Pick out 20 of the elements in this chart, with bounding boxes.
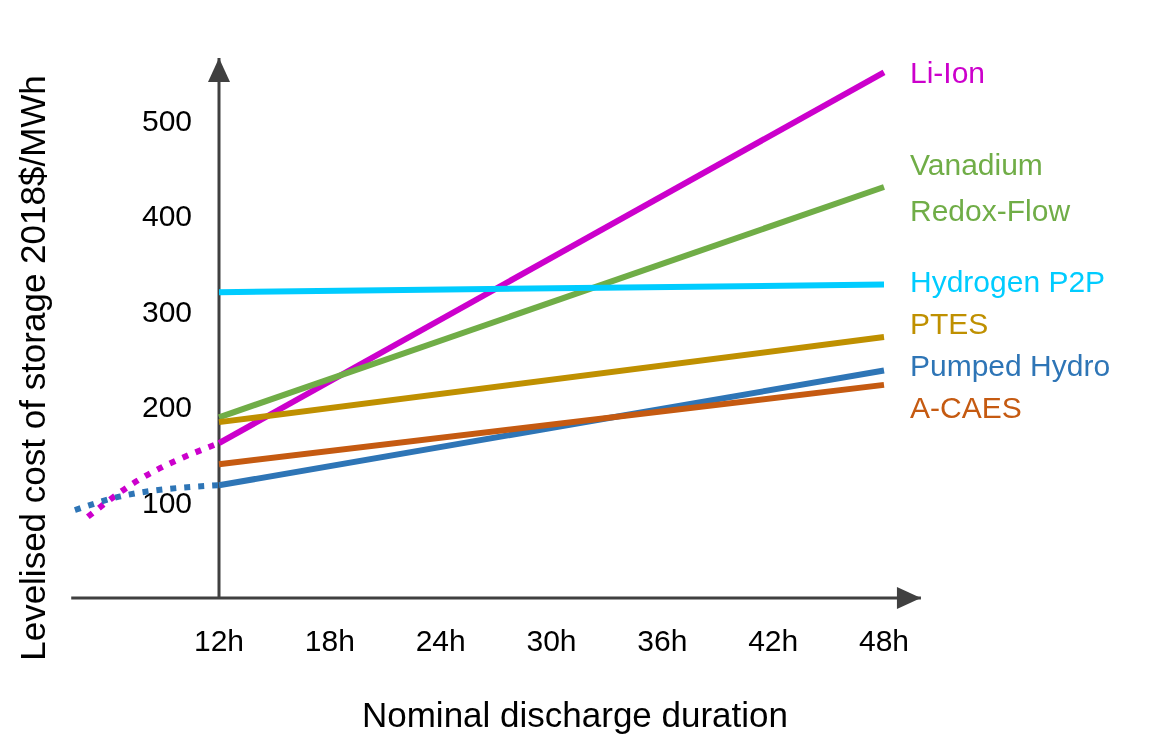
series-label: Pumped Hydro	[910, 348, 1111, 382]
series-label: A-CAES	[910, 390, 1022, 424]
y-tick-label: 400	[141, 199, 193, 233]
series-label: Vanadium Redox-Flow	[910, 147, 1071, 227]
y-tick-label: 100	[141, 485, 193, 519]
x-tick-label: 12h	[193, 623, 245, 657]
y-tick-label: 500	[141, 103, 193, 137]
x-axis-title: Nominal discharge duration	[361, 694, 789, 734]
x-tick-label: 36h	[637, 623, 688, 657]
series-label: Li-Ion	[910, 55, 986, 89]
x-tick-label: 18h	[304, 623, 355, 657]
x-tick-label: 42h	[748, 623, 799, 657]
y-axis-title: Levelised cost of storage 2018$/MWh	[12, 75, 52, 661]
x-tick-label: 24h	[415, 623, 466, 657]
x-tick-label: 48h	[858, 623, 910, 657]
series-label: Hydrogen P2P	[910, 264, 1106, 298]
y-tick-label: 200	[141, 390, 193, 424]
series-label: PTES	[910, 306, 989, 340]
y-tick-label: 300	[141, 294, 193, 328]
x-tick-label: 30h	[526, 623, 577, 657]
